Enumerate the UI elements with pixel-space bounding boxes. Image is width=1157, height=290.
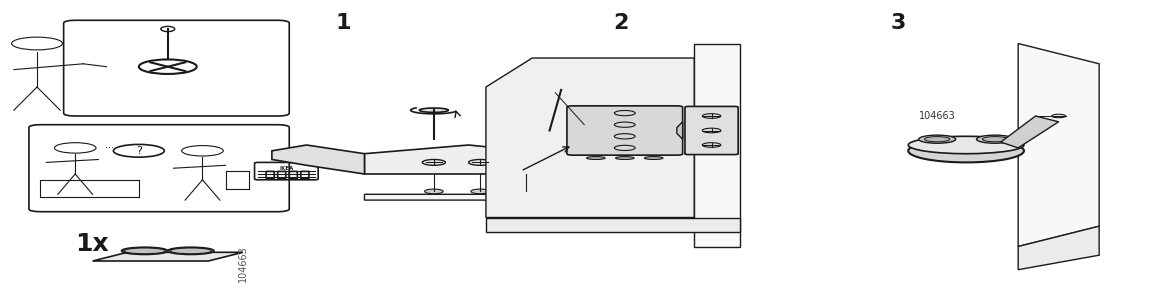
Ellipse shape — [908, 139, 1024, 162]
Ellipse shape — [420, 108, 449, 112]
Ellipse shape — [908, 136, 1024, 154]
Ellipse shape — [616, 157, 634, 160]
Ellipse shape — [919, 135, 956, 143]
Ellipse shape — [170, 248, 212, 254]
Text: IKEA: IKEA — [280, 166, 294, 171]
Ellipse shape — [977, 135, 1014, 143]
Polygon shape — [677, 122, 683, 139]
Text: 104663: 104663 — [919, 111, 956, 121]
Circle shape — [471, 189, 489, 194]
Polygon shape — [1001, 116, 1059, 148]
Polygon shape — [503, 145, 573, 188]
Ellipse shape — [168, 247, 214, 255]
Ellipse shape — [587, 157, 605, 160]
Polygon shape — [93, 252, 243, 261]
Ellipse shape — [982, 137, 1008, 142]
Ellipse shape — [644, 157, 663, 160]
Ellipse shape — [121, 247, 168, 255]
Text: 1x: 1x — [75, 232, 109, 255]
Ellipse shape — [124, 248, 165, 254]
Polygon shape — [1018, 44, 1099, 246]
Polygon shape — [1018, 226, 1099, 270]
Polygon shape — [364, 183, 573, 200]
Text: 3: 3 — [891, 13, 906, 33]
Ellipse shape — [547, 88, 576, 92]
Text: 1: 1 — [336, 13, 351, 33]
Polygon shape — [486, 58, 694, 218]
Ellipse shape — [924, 137, 950, 142]
Ellipse shape — [514, 171, 528, 173]
Text: 104663: 104663 — [238, 246, 248, 282]
Circle shape — [517, 189, 536, 194]
Text: 2: 2 — [613, 13, 628, 33]
Polygon shape — [272, 145, 364, 174]
FancyBboxPatch shape — [685, 106, 738, 155]
Circle shape — [425, 189, 443, 194]
Ellipse shape — [514, 157, 528, 158]
Text: ?: ? — [135, 146, 142, 156]
Polygon shape — [486, 218, 740, 232]
Polygon shape — [694, 44, 740, 246]
Text: ...: ... — [105, 140, 115, 150]
Polygon shape — [364, 145, 526, 174]
FancyBboxPatch shape — [567, 106, 683, 155]
